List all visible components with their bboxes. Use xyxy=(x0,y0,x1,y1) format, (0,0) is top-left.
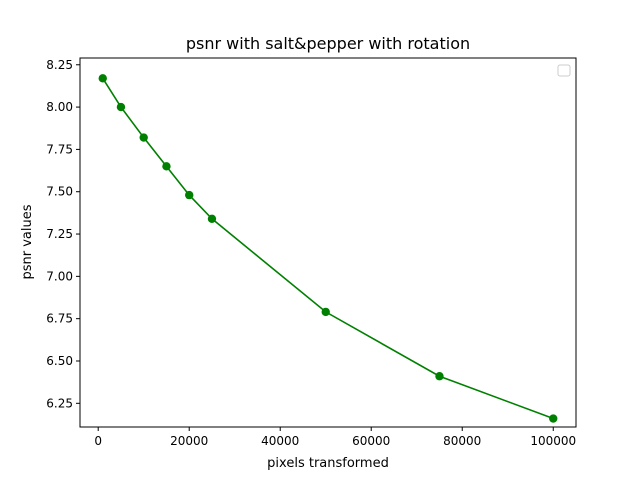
chart-title: psnr with salt&pepper with rotation xyxy=(186,34,470,53)
data-point xyxy=(549,414,558,423)
y-tick-label: 7.00 xyxy=(46,269,73,283)
data-point xyxy=(116,102,126,112)
x-axis-label: pixels transformed xyxy=(267,456,389,471)
x-tick-label: 0 xyxy=(94,434,102,448)
data-point xyxy=(321,307,330,317)
data-point xyxy=(162,162,171,171)
series-layer xyxy=(98,74,558,423)
x-axis-ticks: 0 20000 40000 60000 80000 100000 xyxy=(94,427,576,448)
y-tick-label: 6.50 xyxy=(46,354,73,368)
data-point xyxy=(185,190,194,200)
plot-area xyxy=(79,57,577,428)
x-tick-label: 80000 xyxy=(443,434,481,448)
data-point xyxy=(207,214,217,224)
data-point xyxy=(98,74,107,83)
y-tick-label: 8.00 xyxy=(46,100,73,114)
x-tick-label: 20000 xyxy=(170,434,208,448)
data-point xyxy=(139,133,148,142)
x-tick-label: 100000 xyxy=(530,434,576,448)
data-point xyxy=(435,372,444,381)
legend-box xyxy=(557,64,571,77)
x-tick-label: 40000 xyxy=(261,434,299,448)
y-tick-label: 6.25 xyxy=(46,396,73,410)
y-tick-label: 8.25 xyxy=(46,58,73,72)
y-tick-label: 6.75 xyxy=(46,312,73,326)
y-axis-ticks: 6.25 6.50 6.75 7.00 7.25 7.50 7.75 8.00 8.25 xyxy=(46,58,80,410)
y-tick-label: 7.75 xyxy=(46,142,73,156)
y-tick-label: 7.25 xyxy=(46,227,73,241)
y-axis-label: psnr values xyxy=(20,204,35,279)
x-tick-label: 60000 xyxy=(352,434,390,448)
y-tick-label: 7.50 xyxy=(46,185,73,199)
